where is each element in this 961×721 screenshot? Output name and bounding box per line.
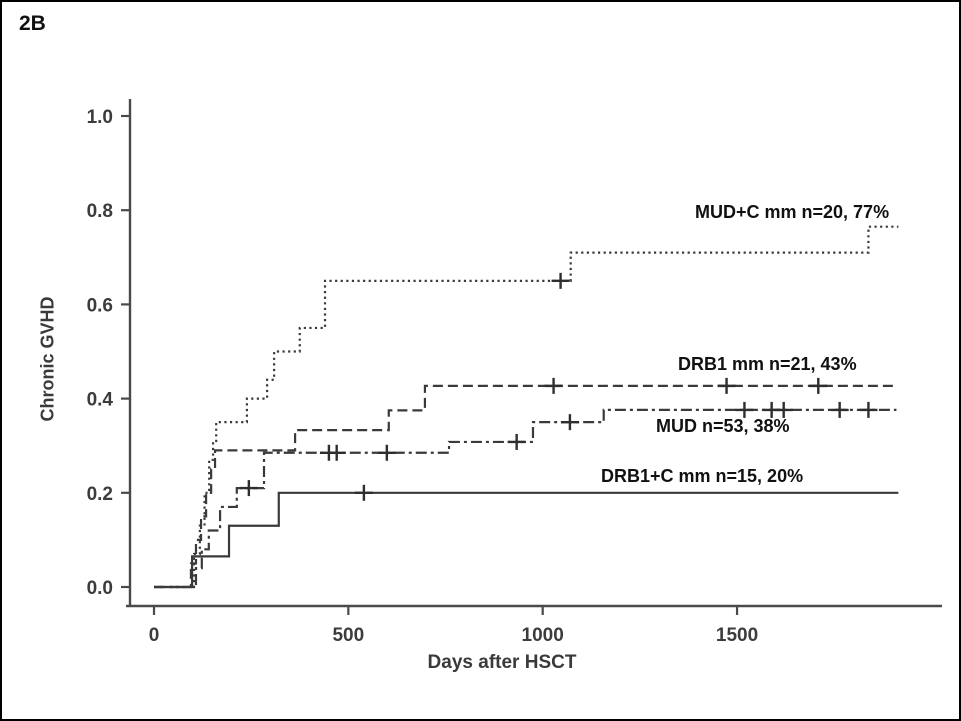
x-tick-label: 0 — [149, 625, 160, 646]
series-line-mud — [154, 408, 897, 589]
series-line-drb1-c-mm — [154, 491, 899, 589]
y-tick-label: 0.2 — [87, 484, 113, 505]
y-tick-label: 0.4 — [87, 390, 114, 411]
series-label-mud-c-mm: MUD+C mm n=20, 77% — [695, 202, 890, 222]
x-tick-label: 1000 — [522, 625, 564, 646]
y-tick-label: 0.8 — [87, 201, 113, 222]
y-tick-label: 1.0 — [87, 107, 113, 128]
y-axis-title: Chronic GVHD — [37, 296, 58, 422]
x-axis-title: Days after HSCT — [427, 652, 577, 673]
series-line-mud-c-mm — [154, 225, 899, 589]
x-tick-label: 500 — [332, 625, 364, 646]
series-label-drb1-c-mm: DRB1+C mm n=15, 20% — [601, 466, 804, 486]
y-tick-label: 0.0 — [87, 578, 113, 599]
series-label-mud: MUD n=53, 38% — [656, 416, 790, 436]
x-tick-label: 1500 — [716, 625, 758, 646]
series-line-drb1-mm — [154, 384, 895, 589]
series-label-drb1-mm: DRB1 mm n=21, 43% — [678, 354, 857, 374]
figure-label: 2B — [19, 12, 46, 35]
y-tick-label: 0.6 — [87, 295, 113, 316]
